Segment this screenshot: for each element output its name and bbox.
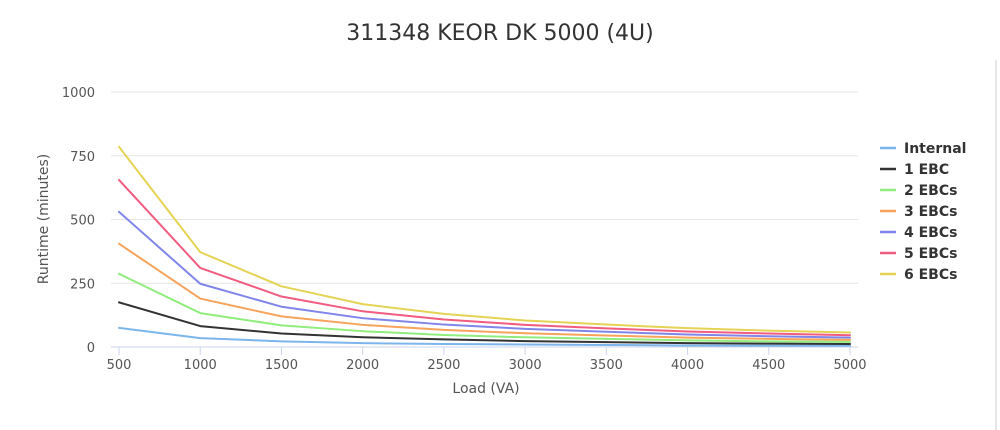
y-tick-label: 0 (87, 341, 95, 356)
legend-label: 2 EBCs (904, 183, 957, 199)
y-axis-label: Runtime (minutes) (36, 154, 52, 285)
legend-label: 4 EBCs (904, 225, 957, 241)
series-line[interactable] (118, 272, 851, 343)
legend-label: 3 EBCs (904, 204, 957, 220)
y-tick-label: 750 (70, 150, 95, 165)
legend-label: Internal (904, 141, 966, 157)
legend-item[interactable]: Internal (880, 141, 966, 157)
legend-label: 6 EBCs (904, 267, 957, 283)
legend-item[interactable]: 5 EBCs (880, 246, 957, 262)
x-tick-label: 1000 (184, 358, 217, 373)
right-edge-divider (995, 60, 997, 430)
legend-item[interactable]: 6 EBCs (880, 267, 957, 283)
gridlines (111, 91, 858, 284)
series-line[interactable] (118, 210, 851, 339)
x-tick-label: 2000 (346, 358, 379, 373)
legend-item[interactable]: 1 EBC (880, 162, 949, 178)
y-tick-label: 1000 (62, 86, 95, 101)
series-lines (118, 145, 851, 347)
x-axis-label: Load (VA) (452, 381, 519, 397)
chart-title: 311348 KEOR DK 5000 (4U) (346, 21, 654, 46)
legend-label: 1 EBC (904, 162, 949, 178)
x-tick-label: 5000 (833, 358, 866, 373)
x-tick-label: 4000 (671, 358, 704, 373)
legend-item[interactable]: 3 EBCs (880, 204, 957, 220)
y-tick-label: 500 (70, 214, 95, 229)
series-line[interactable] (118, 326, 851, 347)
x-tick-label: 4500 (752, 358, 785, 373)
x-tick-label: 3000 (509, 358, 542, 373)
legend-item[interactable]: 4 EBCs (880, 225, 957, 241)
legend-item[interactable]: 2 EBCs (880, 183, 957, 199)
x-tick-label: 1500 (265, 358, 298, 373)
legend: Internal 1 EBC 2 EBCs 3 EBCs 4 EBCs 5 EBCs 6 E… (880, 141, 966, 283)
series-line[interactable] (118, 242, 851, 341)
axes: 0 250 500 750 1000 500 1000 1500 2000 2500 3000 350… (62, 86, 867, 373)
series-line[interactable] (118, 301, 851, 345)
x-tick-label: 3500 (590, 358, 623, 373)
legend-label: 5 EBCs (904, 246, 957, 262)
x-tick-label: 2500 (427, 358, 460, 373)
series-line[interactable] (118, 178, 851, 337)
y-tick-label: 250 (70, 277, 95, 292)
x-tick-label: 500 (107, 358, 132, 373)
series-line[interactable] (118, 145, 851, 334)
